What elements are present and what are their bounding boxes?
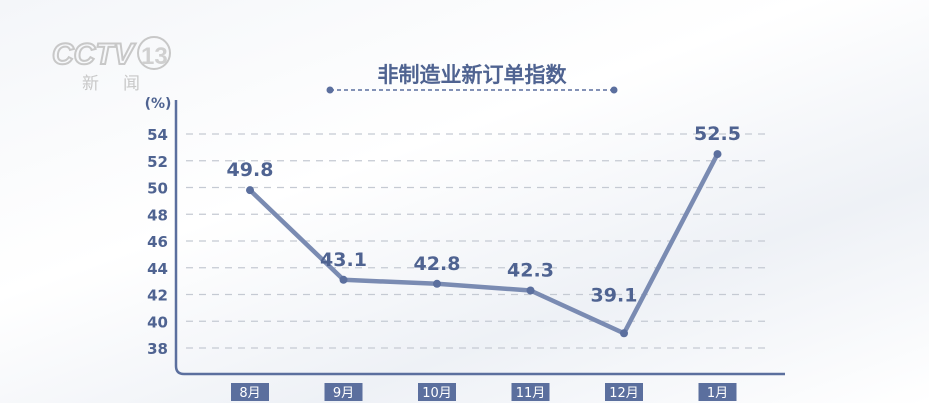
data-point bbox=[713, 150, 722, 159]
series-line bbox=[248, 153, 720, 336]
data-point bbox=[620, 329, 628, 338]
x-category: 11月 bbox=[511, 383, 550, 401]
y-axis-label: (%) bbox=[145, 96, 172, 112]
x-tick-label: 10月 bbox=[422, 386, 452, 401]
category-box bbox=[324, 383, 363, 401]
x-tick-label: 12月 bbox=[609, 386, 639, 401]
x-category: 1月 bbox=[698, 383, 737, 401]
y-tick-label: 42 bbox=[147, 287, 168, 305]
data-label: 39.1 bbox=[591, 284, 638, 306]
x-tick-label: 8月 bbox=[239, 386, 260, 401]
data-label: 52.5 bbox=[694, 123, 741, 145]
data-label: 42.3 bbox=[507, 259, 554, 281]
x-category: 9月 bbox=[324, 383, 363, 401]
y-tick-label: 44 bbox=[147, 260, 168, 278]
x-category: 8月 bbox=[231, 383, 269, 401]
data-label: 42.8 bbox=[414, 253, 461, 275]
axis-frame bbox=[174, 100, 785, 376]
svg-text:13: 13 bbox=[141, 43, 168, 70]
data-point bbox=[433, 279, 441, 288]
y-tick-label: 40 bbox=[147, 313, 168, 331]
svg-text:CCTV: CCTV bbox=[52, 38, 137, 71]
x-category: 10月 bbox=[418, 383, 456, 401]
y-tick-label: 48 bbox=[147, 206, 168, 224]
category-box bbox=[231, 383, 269, 401]
category-box bbox=[511, 383, 550, 401]
data-point bbox=[526, 286, 535, 295]
data-label: 43.1 bbox=[320, 249, 367, 271]
category-box bbox=[418, 383, 456, 401]
data-point bbox=[246, 186, 254, 195]
x-tick-label: 1月 bbox=[707, 386, 728, 401]
y-tick-label: 52 bbox=[147, 153, 168, 171]
cctv13-logo: CCTV 13 新闻 bbox=[51, 36, 177, 100]
y-tick-label: 50 bbox=[147, 180, 168, 198]
svg-text:新闻: 新闻 bbox=[82, 74, 164, 94]
x-tick-label: 11月 bbox=[516, 386, 546, 401]
title-underline bbox=[326, 86, 618, 94]
data-label: 49.8 bbox=[227, 159, 274, 181]
data-point bbox=[339, 275, 348, 284]
x-category: 12月 bbox=[605, 383, 643, 401]
x-tick-label: 9月 bbox=[333, 386, 354, 401]
category-box bbox=[698, 383, 737, 401]
chart-title: 非制造业新订单指数 bbox=[378, 63, 568, 87]
category-box bbox=[605, 383, 643, 401]
y-tick-label: 38 bbox=[147, 340, 168, 358]
y-tick-label: 54 bbox=[147, 126, 168, 144]
y-tick-label: 46 bbox=[147, 233, 168, 251]
